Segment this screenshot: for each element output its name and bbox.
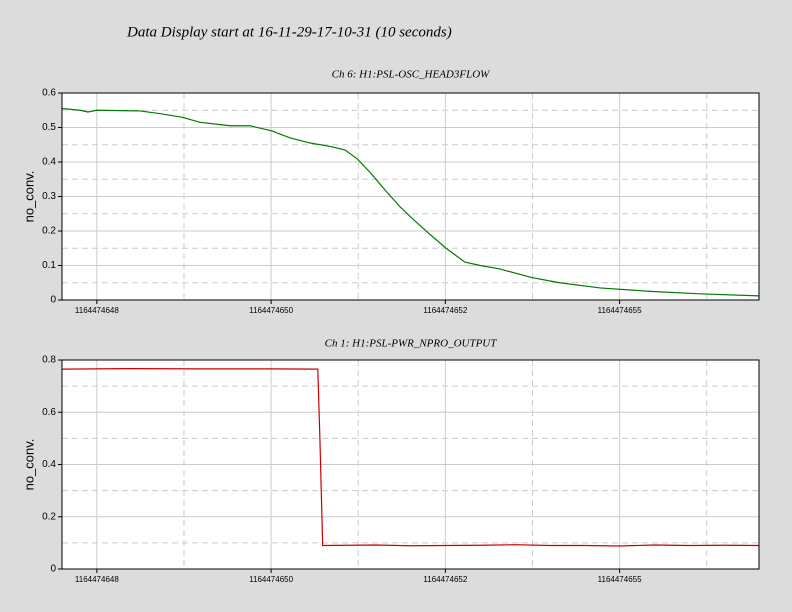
data-line bbox=[61, 107, 760, 297]
x-tick-label: 1164474655 bbox=[598, 306, 642, 315]
y-tick-label: 0.6 bbox=[42, 407, 56, 418]
y-tick-label: 0.1 bbox=[42, 260, 56, 271]
chart-title: Ch 6: H1:PSL-OSC_HEAD3FLOW bbox=[332, 69, 490, 81]
page-title: Data Display start at 16-11-29-17-10-31 … bbox=[126, 24, 452, 40]
y-tick-label: 0.3 bbox=[42, 191, 56, 202]
x-tick-label: 1164474648 bbox=[75, 575, 119, 584]
y-axis-label: no_conv. bbox=[21, 171, 36, 223]
x-tick-label: 1164474655 bbox=[598, 575, 642, 584]
y-tick-label: 0 bbox=[50, 295, 56, 306]
x-tick-label: 1164474648 bbox=[75, 306, 119, 315]
data-line bbox=[61, 368, 760, 547]
y-tick-label: 0.4 bbox=[42, 459, 56, 470]
x-tick-label: 1164474650 bbox=[249, 306, 293, 315]
x-tick-label: 1164474652 bbox=[423, 306, 467, 315]
y-tick-label: 0.4 bbox=[42, 157, 56, 168]
y-tick-label: 0.2 bbox=[42, 511, 56, 522]
plot-border bbox=[61, 92, 760, 301]
y-tick-label: 0.5 bbox=[42, 122, 56, 133]
y-tick-label: 0 bbox=[50, 564, 56, 575]
y-axis-label: no_conv. bbox=[21, 439, 36, 491]
plot-border bbox=[61, 359, 760, 570]
x-tick-label: 1164474652 bbox=[423, 575, 467, 584]
chart-title: Ch 1: H1:PSL-PWR_NPRO_OUTPUT bbox=[325, 338, 498, 350]
y-tick-label: 0.2 bbox=[42, 226, 56, 237]
y-tick-label: 0.8 bbox=[42, 355, 56, 366]
y-tick-label: 0.6 bbox=[42, 88, 56, 99]
x-tick-label: 1164474650 bbox=[249, 575, 293, 584]
